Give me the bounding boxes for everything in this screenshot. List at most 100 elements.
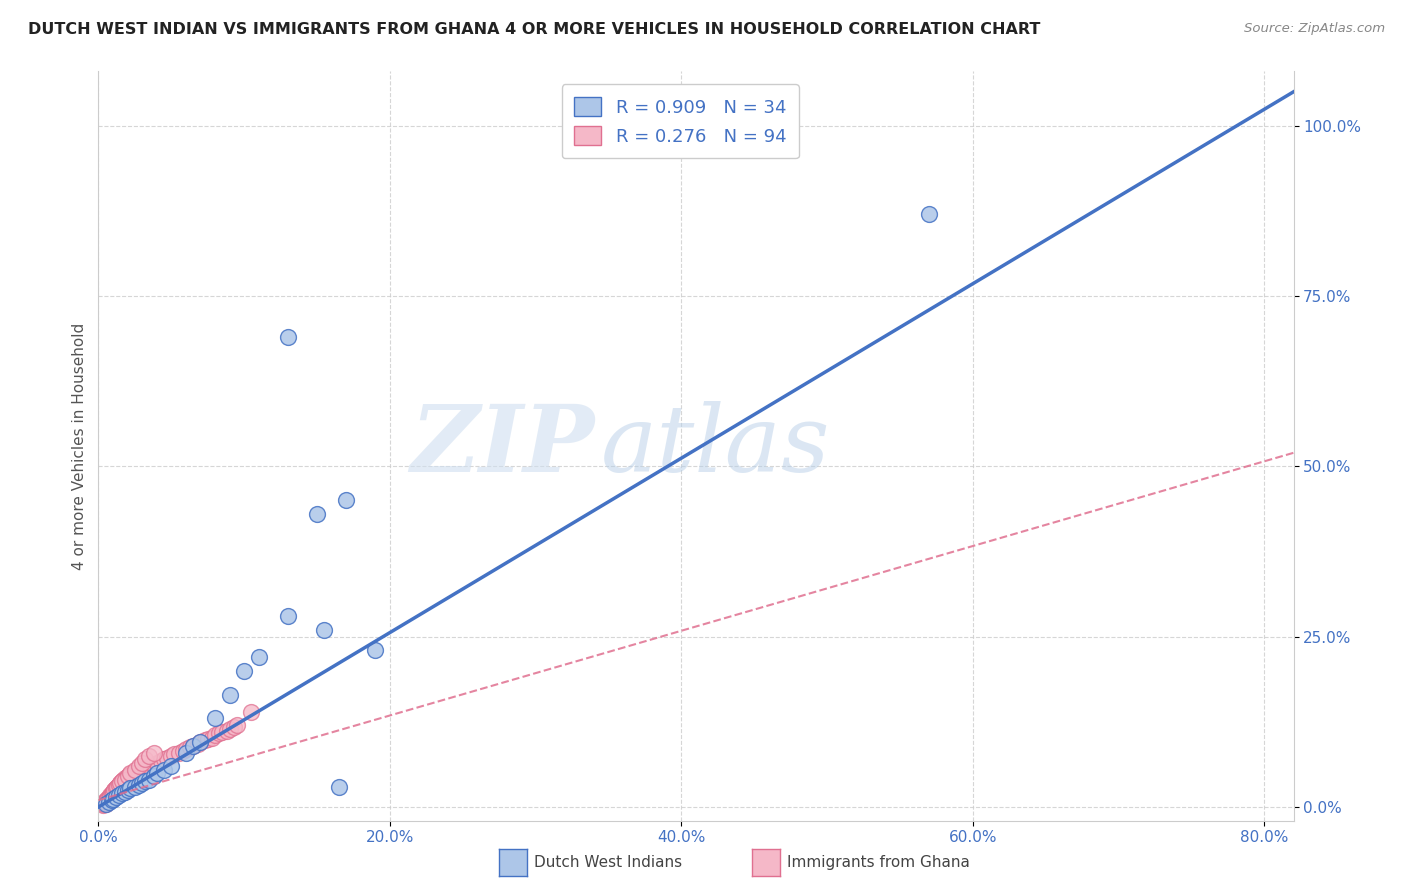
Point	[111, 774, 134, 789]
Point	[153, 752, 176, 766]
Point	[150, 754, 173, 768]
Point	[108, 780, 131, 795]
Point	[135, 764, 157, 779]
Point	[110, 780, 132, 794]
Point	[114, 772, 136, 787]
Point	[240, 705, 263, 719]
Text: Immigrants from Ghana: Immigrants from Ghana	[787, 855, 970, 870]
Point	[142, 769, 165, 783]
Point	[124, 780, 146, 794]
Point	[215, 723, 238, 738]
Point	[142, 746, 165, 760]
Point	[100, 786, 122, 800]
Point	[104, 780, 127, 795]
Point	[108, 788, 131, 802]
Point	[163, 747, 186, 761]
Point	[96, 792, 118, 806]
Point	[134, 774, 156, 789]
Point	[120, 780, 142, 795]
Point	[110, 776, 132, 790]
Point	[117, 783, 139, 797]
Point	[335, 493, 357, 508]
Point	[104, 785, 127, 799]
Point	[128, 764, 150, 779]
Point	[194, 733, 217, 747]
Text: DUTCH WEST INDIAN VS IMMIGRANTS FROM GHANA 4 OR MORE VEHICLES IN HOUSEHOLD CORRE: DUTCH WEST INDIAN VS IMMIGRANTS FROM GHA…	[28, 22, 1040, 37]
Point	[120, 772, 142, 786]
Text: Dutch West Indians: Dutch West Indians	[534, 855, 682, 870]
Point	[98, 789, 121, 804]
Point	[181, 739, 204, 753]
Point	[96, 793, 118, 807]
Point	[111, 778, 134, 792]
Point	[138, 759, 160, 773]
Y-axis label: 4 or more Vehicles in Household: 4 or more Vehicles in Household	[72, 322, 87, 570]
Point	[142, 757, 165, 772]
Point	[167, 746, 190, 760]
Point	[233, 664, 256, 678]
Point	[93, 797, 115, 811]
Point	[120, 767, 142, 781]
Point	[143, 760, 166, 774]
Point	[218, 688, 240, 702]
Point	[105, 780, 128, 794]
Point	[148, 759, 170, 773]
Point	[104, 789, 127, 804]
Point	[114, 772, 136, 786]
Point	[103, 783, 125, 797]
Point	[222, 720, 245, 734]
Point	[305, 507, 328, 521]
Point	[94, 793, 117, 807]
Point	[328, 780, 350, 794]
Point	[204, 711, 226, 725]
Text: ZIP: ZIP	[411, 401, 595, 491]
Point	[128, 778, 150, 792]
Point	[138, 772, 160, 787]
Point	[134, 760, 156, 774]
Point	[114, 774, 136, 789]
Point	[190, 735, 212, 749]
Point	[100, 789, 122, 804]
Point	[134, 752, 156, 766]
Point	[131, 756, 153, 770]
Point	[91, 797, 114, 811]
Point	[98, 788, 121, 802]
Point	[181, 739, 204, 753]
Point	[112, 772, 135, 787]
Point	[247, 650, 270, 665]
Point	[108, 778, 131, 792]
Point	[96, 795, 118, 809]
Point	[174, 742, 197, 756]
Point	[153, 763, 176, 777]
Point	[100, 788, 122, 802]
Text: Source: ZipAtlas.com: Source: ZipAtlas.com	[1244, 22, 1385, 36]
Point	[94, 797, 117, 811]
Point	[124, 769, 146, 783]
Point	[97, 792, 120, 806]
Point	[101, 786, 124, 800]
Point	[98, 792, 121, 806]
Point	[124, 763, 146, 777]
Point	[97, 795, 120, 809]
Point	[138, 748, 160, 763]
Point	[204, 729, 226, 743]
Point	[156, 751, 179, 765]
Point	[101, 785, 124, 799]
Point	[139, 763, 162, 777]
Point	[128, 767, 150, 781]
Point	[101, 792, 124, 806]
Point	[97, 793, 120, 807]
Point	[111, 774, 134, 789]
Point	[97, 789, 120, 804]
Point	[131, 766, 153, 780]
Point	[918, 207, 941, 221]
Point	[208, 726, 231, 740]
Point	[128, 759, 150, 773]
Point	[101, 788, 124, 802]
Point	[145, 756, 167, 770]
Point	[277, 609, 299, 624]
Point	[218, 722, 240, 736]
Point	[277, 330, 299, 344]
Point	[197, 731, 219, 746]
Point	[105, 780, 128, 794]
